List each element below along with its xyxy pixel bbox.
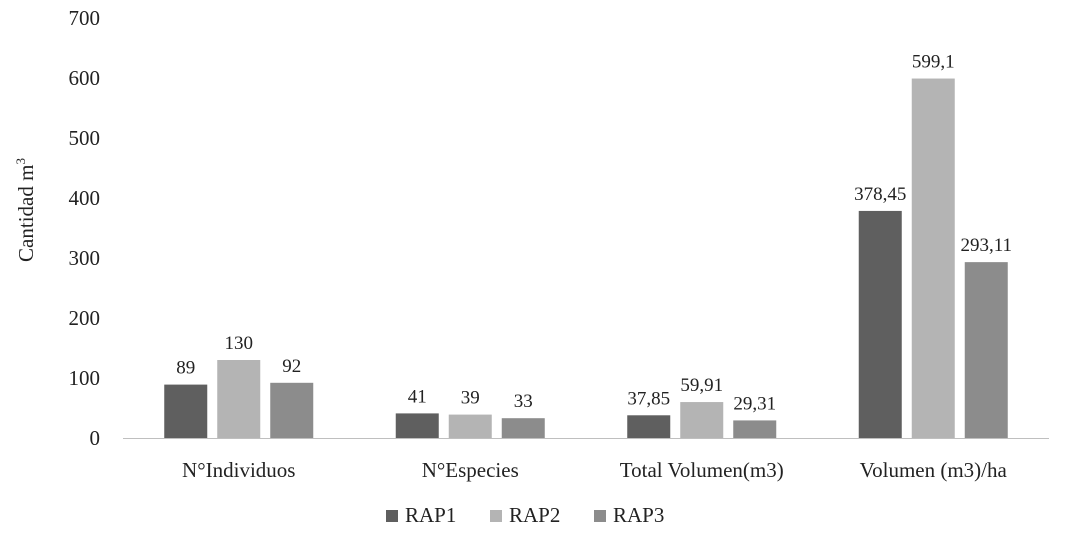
data-label: 130 — [225, 333, 254, 354]
bar-rap1 — [627, 415, 671, 438]
y-tick-label: 700 — [69, 6, 101, 30]
data-label: 92 — [282, 356, 301, 377]
data-label: 378,45 — [854, 184, 906, 205]
data-label: 39 — [461, 388, 480, 409]
y-tick-label: 600 — [69, 66, 101, 90]
legend-label-rap2: RAP2 — [509, 503, 560, 527]
y-tick-label: 400 — [69, 186, 101, 210]
x-category-label: Total Volumen(m3) — [620, 458, 784, 482]
legend-swatch-rap3 — [594, 510, 606, 522]
legend-label-rap3: RAP3 — [613, 503, 664, 527]
data-label: 293,11 — [960, 235, 1012, 256]
bar-rap1 — [395, 413, 439, 438]
bar-rap2 — [448, 414, 492, 438]
data-label: 29,31 — [733, 393, 776, 414]
bar-rap1 — [164, 384, 208, 438]
y-axis-ticks: 0 100 200 300 400 500 600 700 — [69, 6, 101, 450]
data-label: 41 — [408, 386, 427, 407]
x-category-label: N°Especies — [422, 458, 519, 482]
data-labels: 89 130 92 41 39 33 37,85 59,91 29,31 378,45 599,1 2… — [176, 52, 1012, 415]
data-label: 89 — [176, 358, 195, 379]
legend-label-rap1: RAP1 — [405, 503, 456, 527]
bar-rap2 — [911, 78, 955, 438]
bar-rap2 — [680, 402, 724, 438]
y-tick-label: 100 — [69, 366, 101, 390]
y-tick-label: 0 — [90, 426, 101, 450]
y-tick-label: 200 — [69, 306, 101, 330]
bar-rap1 — [858, 210, 902, 438]
bar-rap3 — [964, 262, 1008, 438]
data-label: 599,1 — [912, 52, 955, 73]
legend-swatch-rap2 — [490, 510, 502, 522]
x-category-label: N°Individuos — [182, 458, 295, 482]
y-tick-label: 500 — [69, 126, 101, 150]
bar-rap3 — [270, 382, 314, 438]
bar-rap2 — [217, 360, 261, 438]
bar-rap3 — [501, 418, 545, 438]
legend-swatch-rap1 — [386, 510, 398, 522]
bar-rap3 — [733, 420, 777, 438]
data-label: 59,91 — [680, 375, 723, 396]
y-tick-label: 300 — [69, 246, 101, 270]
data-label: 33 — [514, 391, 533, 412]
x-category-label: Volumen (m3)/ha — [860, 458, 1008, 482]
x-axis-categories: N°Individuos N°Especies Total Volumen(m3) V… — [182, 458, 1007, 482]
data-label: 37,85 — [627, 388, 670, 409]
bars — [164, 78, 1008, 438]
legend: RAP1 RAP2 RAP3 — [386, 503, 664, 527]
y-axis-title: Cantidad m3 — [13, 158, 38, 262]
